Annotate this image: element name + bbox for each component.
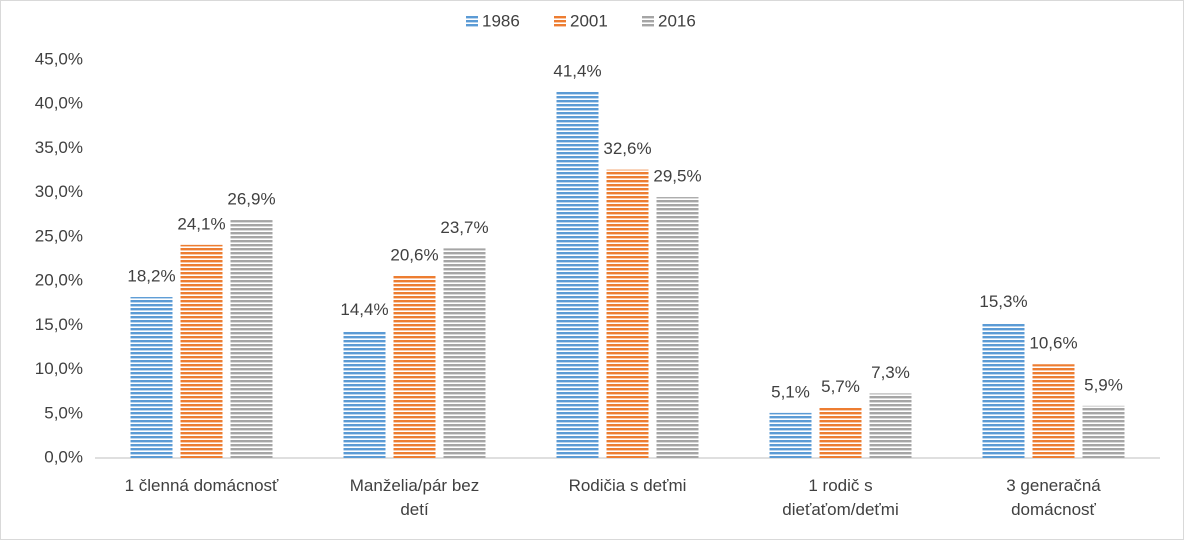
data-label: 5,7%	[821, 377, 860, 396]
x-tick-label: 1 rodič s dieťaťom/deťmi	[782, 476, 899, 519]
data-label: 5,9%	[1084, 375, 1123, 394]
data-label: 10,6%	[1029, 334, 1077, 353]
y-tick-label: 15,0%	[35, 315, 83, 334]
data-label: 24,1%	[177, 214, 225, 233]
data-label: 5,1%	[771, 382, 810, 401]
data-label: 14,4%	[340, 300, 388, 319]
bar	[869, 393, 912, 458]
data-label: 7,3%	[871, 363, 910, 382]
data-label: 41,4%	[553, 61, 601, 80]
legend-label: 2016	[658, 11, 696, 30]
y-tick-label: 40,0%	[35, 94, 83, 113]
bar	[1032, 364, 1075, 458]
y-tick-label: 0,0%	[44, 447, 83, 466]
bar	[819, 407, 862, 458]
x-tick-label: 3 generačná domácnosť	[1006, 476, 1101, 519]
data-label: 26,9%	[227, 190, 275, 209]
bar	[230, 220, 273, 458]
bar	[393, 275, 436, 458]
data-label: 15,3%	[979, 292, 1027, 311]
bar	[656, 197, 699, 459]
bar	[443, 248, 486, 458]
legend-label: 1986	[482, 11, 520, 30]
data-label: 18,2%	[127, 267, 175, 286]
bar	[343, 330, 386, 458]
y-tick-label: 10,0%	[35, 359, 83, 378]
y-tick-label: 5,0%	[44, 403, 83, 422]
legend-swatch	[642, 15, 654, 27]
y-tick-label: 35,0%	[35, 138, 83, 157]
legend-swatch	[554, 15, 566, 27]
bar	[982, 322, 1025, 458]
legend-swatch	[466, 15, 478, 27]
bar	[556, 91, 599, 458]
y-tick-label: 20,0%	[35, 271, 83, 290]
x-tick-label: Rodičia s deťmi	[568, 476, 687, 495]
legend-label: 2001	[570, 11, 608, 30]
data-label: 23,7%	[440, 218, 488, 237]
data-label: 32,6%	[603, 139, 651, 158]
x-tick-label: Manželia/pár bez detí	[349, 476, 480, 519]
y-tick-label: 30,0%	[35, 182, 83, 201]
data-label: 20,6%	[390, 245, 438, 264]
bar	[606, 169, 649, 458]
y-tick-label: 25,0%	[35, 226, 83, 245]
bar	[1082, 405, 1125, 458]
data-label: 29,5%	[653, 167, 701, 186]
x-tick-label: 1 členná domácnosť	[124, 476, 279, 495]
y-tick-label: 45,0%	[35, 49, 83, 68]
bar	[769, 412, 812, 458]
bar	[130, 297, 173, 458]
bar	[180, 244, 223, 458]
